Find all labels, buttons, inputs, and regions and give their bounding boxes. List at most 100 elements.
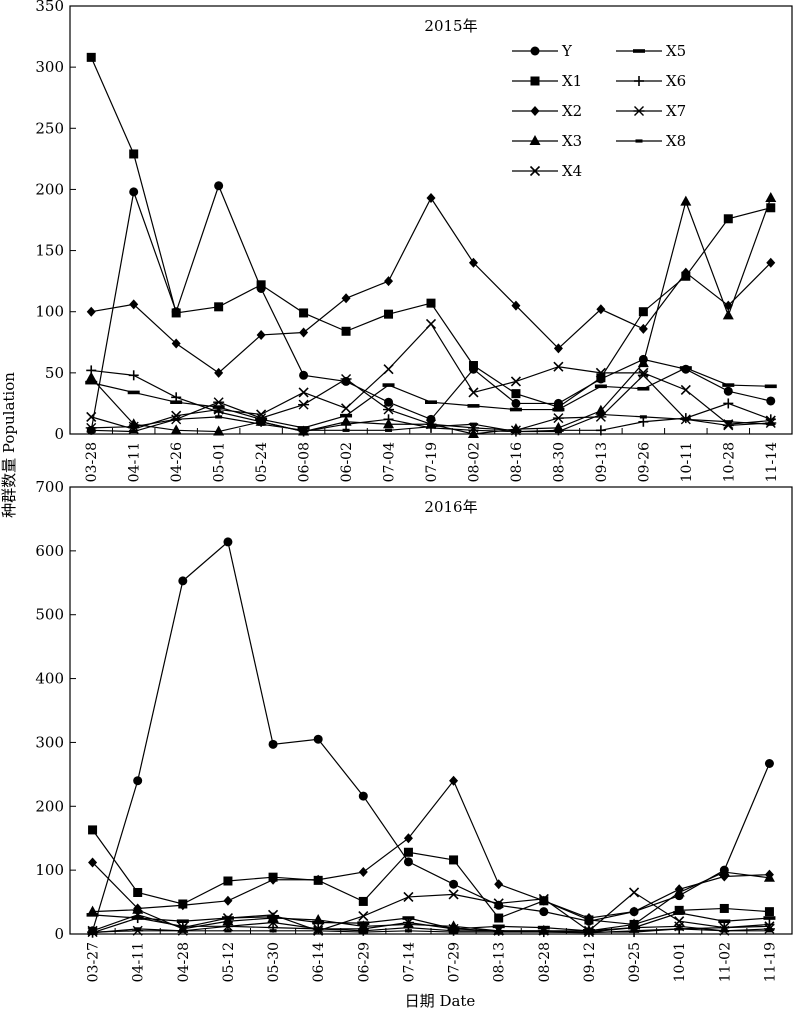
x-tick-label: 08-02 bbox=[466, 442, 482, 482]
y-tick-label: 300 bbox=[35, 733, 64, 751]
y-tick-label: 0 bbox=[54, 425, 64, 443]
y-tick-label: 500 bbox=[35, 606, 64, 624]
data-point bbox=[341, 326, 351, 336]
series-x8 bbox=[89, 927, 773, 935]
data-point bbox=[314, 929, 322, 933]
data-point bbox=[722, 383, 735, 387]
data-point bbox=[681, 267, 691, 278]
y-tick-label: 100 bbox=[35, 861, 64, 879]
x-tick-label: 08-16 bbox=[509, 442, 525, 482]
data-point bbox=[628, 887, 640, 898]
data-point bbox=[85, 380, 98, 385]
data-point bbox=[511, 389, 521, 399]
data-point bbox=[267, 917, 279, 928]
data-point bbox=[404, 929, 412, 933]
data-point bbox=[133, 887, 143, 897]
legend-label: X6 bbox=[666, 72, 686, 90]
data-point bbox=[256, 329, 266, 340]
legend-label: X5 bbox=[666, 42, 686, 60]
data-point bbox=[256, 280, 266, 290]
data-point bbox=[213, 425, 225, 436]
data-point bbox=[402, 917, 414, 928]
data-point bbox=[425, 400, 437, 405]
data-point bbox=[630, 929, 638, 933]
data-point bbox=[313, 874, 323, 885]
data-point bbox=[495, 930, 503, 934]
x-tick-label: 09-13 bbox=[594, 442, 610, 482]
data-point bbox=[299, 308, 309, 318]
data-point bbox=[673, 911, 686, 915]
series-y bbox=[88, 537, 774, 936]
data-point bbox=[675, 927, 683, 931]
series-line bbox=[92, 921, 770, 933]
series-line bbox=[92, 912, 770, 932]
x-tick-label: 07-19 bbox=[424, 442, 440, 482]
data-point bbox=[723, 386, 733, 396]
data-point bbox=[130, 429, 138, 434]
legend-item-x6: X6 bbox=[616, 72, 686, 90]
data-point bbox=[723, 398, 734, 409]
data-point bbox=[554, 429, 562, 434]
data-point bbox=[299, 327, 309, 338]
data-point bbox=[427, 425, 435, 429]
series-line bbox=[92, 829, 770, 926]
y-axis: 0 50 100 150 200 250 300 350 bbox=[35, 0, 76, 443]
data-point bbox=[723, 214, 733, 224]
data-point bbox=[426, 298, 436, 308]
data-point bbox=[385, 428, 393, 432]
data-point bbox=[552, 407, 565, 412]
series-x2 bbox=[86, 192, 776, 378]
x-axis: 03-28 04-11 04-26 05-01 05-24 06-08 06-02 07-04… bbox=[69, 428, 793, 482]
data-point bbox=[765, 191, 777, 202]
x-tick-label: 06-14 bbox=[311, 942, 327, 982]
data-point bbox=[450, 930, 458, 934]
data-point bbox=[403, 833, 413, 844]
data-point bbox=[383, 414, 394, 425]
data-point bbox=[257, 422, 265, 426]
data-point bbox=[172, 417, 180, 421]
x-tick-label: 09-25 bbox=[627, 942, 643, 982]
data-point bbox=[637, 357, 649, 368]
data-point bbox=[340, 373, 352, 384]
x-tick-label: 06-29 bbox=[356, 942, 372, 982]
x-tick-label: 08-30 bbox=[551, 442, 567, 482]
data-point bbox=[170, 424, 182, 435]
data-point bbox=[88, 825, 98, 835]
y-axis-label: 种群数量 Population bbox=[0, 372, 18, 518]
x-tick-label: 05-24 bbox=[254, 442, 270, 482]
legend-item-x2: X2 bbox=[512, 102, 582, 120]
data-point bbox=[595, 425, 606, 436]
legend-item-x4: X4 bbox=[512, 162, 582, 180]
data-point bbox=[509, 407, 522, 412]
data-point bbox=[86, 306, 96, 317]
legend-marker bbox=[633, 49, 645, 53]
y-tick-label: 350 bbox=[35, 0, 64, 15]
legend-label: Y bbox=[561, 42, 573, 60]
data-point bbox=[764, 384, 777, 389]
data-point bbox=[128, 421, 140, 432]
data-point bbox=[540, 930, 548, 934]
series-line bbox=[91, 540, 770, 931]
data-point bbox=[766, 257, 776, 268]
y-tick-label: 50 bbox=[45, 364, 64, 382]
data-point bbox=[629, 906, 639, 917]
x-tick-label: 11-02 bbox=[717, 942, 733, 982]
data-point bbox=[268, 874, 278, 885]
data-point bbox=[765, 929, 773, 933]
data-point bbox=[449, 855, 459, 865]
data-point bbox=[300, 428, 308, 432]
x-tick-label: 03-27 bbox=[86, 942, 102, 982]
legend-marker bbox=[635, 139, 643, 143]
data-point bbox=[538, 893, 549, 904]
data-point bbox=[384, 276, 394, 287]
legend-label: X8 bbox=[666, 132, 686, 150]
data-point bbox=[637, 370, 649, 381]
data-point bbox=[358, 896, 368, 906]
data-point bbox=[680, 384, 691, 396]
data-point bbox=[89, 931, 97, 935]
data-point bbox=[223, 537, 233, 547]
x-tick-label: 04-26 bbox=[169, 442, 185, 482]
legend-marker bbox=[530, 76, 540, 86]
series-line bbox=[90, 197, 772, 435]
